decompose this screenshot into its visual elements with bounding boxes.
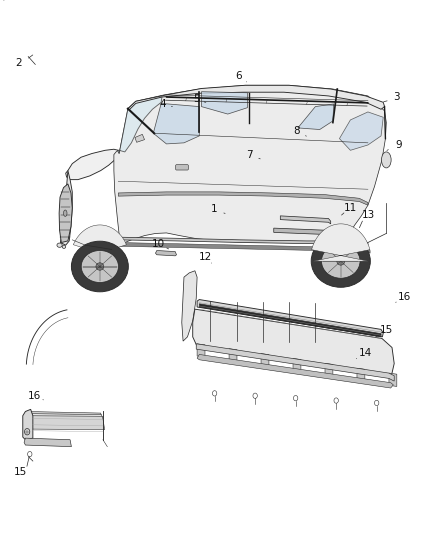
Polygon shape <box>311 224 370 261</box>
Text: 10: 10 <box>152 239 165 249</box>
Polygon shape <box>118 237 368 245</box>
Polygon shape <box>66 149 119 180</box>
Polygon shape <box>293 358 301 372</box>
Ellipse shape <box>64 210 67 216</box>
Ellipse shape <box>321 244 360 278</box>
Text: 12: 12 <box>198 253 212 262</box>
Polygon shape <box>182 271 197 341</box>
Text: 3: 3 <box>393 92 400 102</box>
Ellipse shape <box>81 251 118 282</box>
Polygon shape <box>196 344 394 381</box>
Polygon shape <box>274 228 355 238</box>
Text: 6: 6 <box>235 71 242 80</box>
Polygon shape <box>155 251 177 256</box>
Polygon shape <box>199 304 381 337</box>
Text: 14: 14 <box>359 349 372 358</box>
Polygon shape <box>389 373 397 386</box>
Ellipse shape <box>337 257 345 265</box>
Polygon shape <box>261 353 269 367</box>
Ellipse shape <box>57 243 62 247</box>
Polygon shape <box>280 216 331 224</box>
Polygon shape <box>153 103 199 144</box>
Polygon shape <box>59 184 72 243</box>
Text: 15: 15 <box>380 326 393 335</box>
Polygon shape <box>197 354 393 388</box>
Text: 4: 4 <box>159 99 166 109</box>
Text: 8: 8 <box>293 126 300 135</box>
Polygon shape <box>118 243 370 253</box>
Polygon shape <box>117 96 162 154</box>
Polygon shape <box>73 225 127 261</box>
Ellipse shape <box>71 241 128 292</box>
Text: 5: 5 <box>193 94 200 103</box>
Polygon shape <box>357 368 365 382</box>
Polygon shape <box>60 171 72 245</box>
Polygon shape <box>24 438 71 447</box>
Polygon shape <box>201 92 247 114</box>
Text: 16: 16 <box>398 293 411 302</box>
Ellipse shape <box>96 263 104 270</box>
Polygon shape <box>197 344 205 357</box>
Polygon shape <box>128 85 385 110</box>
Polygon shape <box>135 134 145 142</box>
Text: 11: 11 <box>344 203 357 213</box>
Ellipse shape <box>62 245 66 248</box>
Polygon shape <box>26 411 103 426</box>
Polygon shape <box>23 409 33 440</box>
Text: 13: 13 <box>362 210 375 220</box>
Polygon shape <box>197 300 383 337</box>
Polygon shape <box>118 192 368 205</box>
Polygon shape <box>193 309 394 376</box>
Ellipse shape <box>311 235 370 287</box>
Polygon shape <box>325 364 333 377</box>
Polygon shape <box>339 112 383 150</box>
Text: 2: 2 <box>15 58 22 68</box>
Text: 16: 16 <box>28 391 41 401</box>
Text: 1: 1 <box>211 204 218 214</box>
Polygon shape <box>96 85 386 257</box>
Ellipse shape <box>71 264 76 268</box>
Polygon shape <box>28 414 104 428</box>
Text: 9: 9 <box>395 140 402 150</box>
Polygon shape <box>29 416 105 430</box>
Text: 7: 7 <box>246 150 253 159</box>
FancyBboxPatch shape <box>176 165 188 170</box>
Text: 15: 15 <box>14 467 27 477</box>
Polygon shape <box>298 104 334 130</box>
Polygon shape <box>229 349 237 362</box>
Ellipse shape <box>381 152 391 168</box>
